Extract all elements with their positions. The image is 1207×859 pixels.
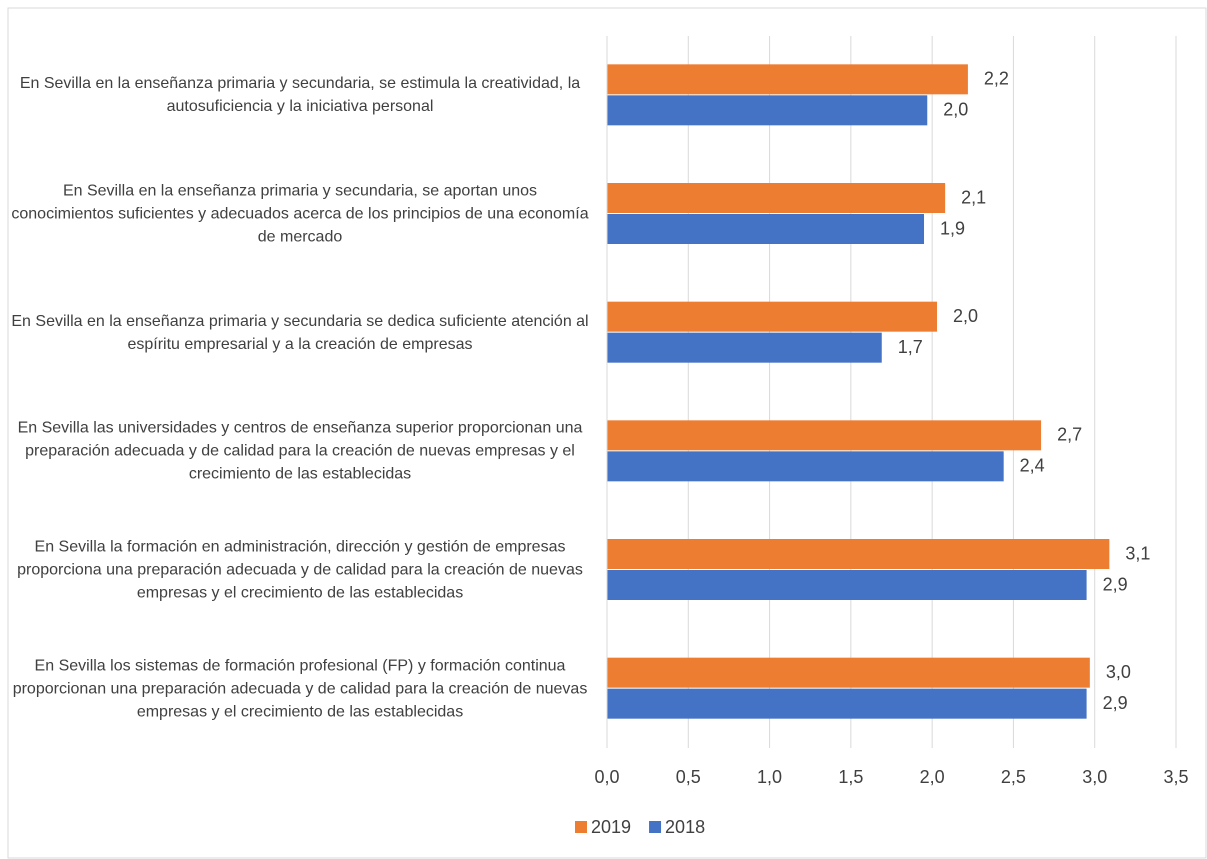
y-tick-label: En Sevilla las universidades y centros d…: [17, 419, 583, 483]
value-label: 2,1: [961, 187, 986, 207]
bar: [607, 570, 1087, 600]
bar: [607, 539, 1110, 569]
value-label: 2,9: [1103, 693, 1128, 713]
x-tick-label: 1,5: [838, 767, 863, 787]
value-label: 2,7: [1057, 425, 1082, 445]
value-label: 2,0: [953, 306, 978, 326]
value-label: 3,0: [1106, 662, 1131, 682]
bar: [607, 64, 968, 95]
y-tick-label: En Sevilla en la enseñanza primaria y se…: [11, 182, 589, 246]
value-label: 2,0: [943, 100, 968, 120]
bar: [607, 301, 938, 332]
x-tick-label: 0,5: [676, 767, 701, 787]
value-label: 1,7: [898, 337, 923, 357]
y-tick-label: En Sevilla los sistemas de formación pro…: [12, 657, 588, 721]
x-tick-label: 1,0: [757, 767, 782, 787]
legend-swatch: [575, 821, 587, 833]
y-tick-label: En Sevilla en la enseñanza primaria y se…: [11, 312, 589, 353]
bar: [607, 657, 1090, 688]
value-label: 3,1: [1125, 543, 1150, 563]
legend-swatch: [649, 821, 662, 833]
bar: [607, 214, 925, 244]
legend-label: 2019: [591, 817, 631, 837]
legend-label: 2018: [665, 817, 705, 837]
bar: [607, 332, 882, 363]
value-label: 2,9: [1103, 574, 1128, 594]
x-tick-label: 2,0: [920, 767, 945, 787]
x-tick-label: 0,0: [594, 767, 619, 787]
bar: [607, 688, 1087, 719]
x-tick-label: 3,5: [1163, 767, 1188, 787]
value-label: 2,2: [984, 69, 1009, 89]
x-tick-label: 2,5: [1001, 767, 1026, 787]
y-tick-label: En Sevilla la formación en administració…: [17, 538, 583, 602]
y-tick-label: En Sevilla en la enseñanza primaria y se…: [19, 75, 581, 116]
bar: [607, 420, 1042, 451]
bar: [607, 451, 1004, 482]
bar: [607, 183, 946, 213]
x-tick-label: 3,0: [1082, 767, 1107, 787]
bar: [607, 95, 928, 126]
value-label: 1,9: [940, 218, 965, 238]
chart-border: [7, 7, 1207, 859]
value-label: 2,4: [1020, 456, 1045, 476]
